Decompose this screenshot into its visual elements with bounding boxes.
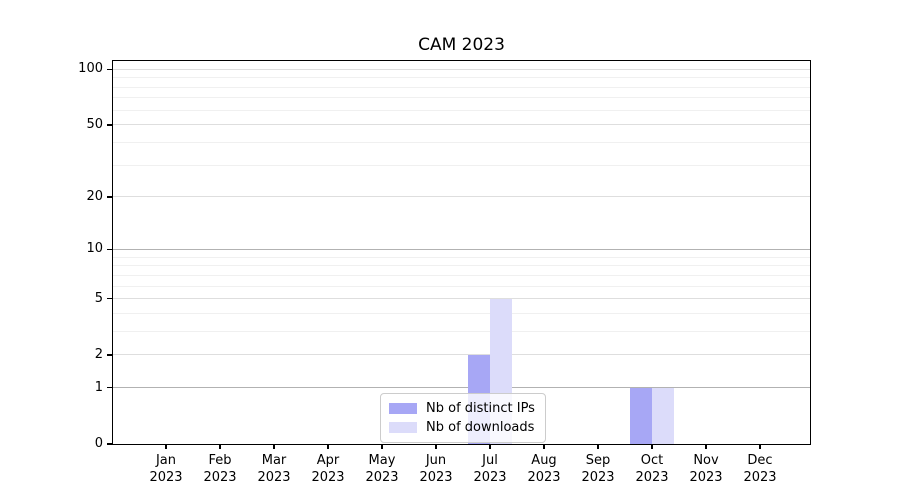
x-tick-month: Apr: [316, 453, 340, 468]
x-tick-month: Jun: [425, 453, 447, 468]
x-tick-label: Feb 2023: [188, 452, 252, 486]
x-tick-mark: [219, 444, 221, 449]
x-tick-label: Nov 2023: [674, 452, 738, 486]
x-tick-year: 2023: [635, 470, 669, 485]
y-tick-mark: [107, 443, 113, 445]
x-tick-month: Feb: [208, 453, 232, 468]
x-tick-month: Dec: [747, 453, 773, 468]
x-tick-mark: [759, 444, 761, 449]
x-tick-label: Apr 2023: [296, 452, 360, 486]
x-tick-year: 2023: [311, 470, 345, 485]
x-tick-year: 2023: [203, 470, 237, 485]
minor-gridline: [113, 256, 810, 258]
x-tick-month: Sep: [585, 453, 611, 468]
y-tick-mark: [107, 297, 113, 300]
x-tick-mark: [543, 444, 545, 449]
legend-item: Nb of downloads: [389, 418, 535, 437]
x-tick-mark: [489, 444, 491, 449]
major-gridline: [113, 354, 810, 356]
x-tick-label: Jan 2023: [134, 452, 198, 486]
y-tick-label: 1: [94, 379, 103, 395]
minor-gridline: [113, 285, 810, 287]
x-tick-month: Mar: [261, 453, 287, 468]
y-tick-mark: [107, 68, 113, 71]
x-tick-label: Mar 2023: [242, 452, 306, 486]
minor-gridline: [113, 274, 810, 276]
x-tick-label: Oct 2023: [620, 452, 684, 486]
legend-label: Nb of distinct IPs: [426, 401, 535, 416]
y-tick-label: 20: [86, 188, 103, 204]
minor-gridline: [113, 164, 810, 166]
x-tick-label: Sep 2023: [566, 452, 630, 486]
major-gridline: [113, 387, 810, 389]
legend-swatch: [389, 422, 417, 433]
y-tick-label: 5: [94, 290, 103, 306]
x-tick-mark: [273, 444, 275, 449]
x-tick-month: Jan: [155, 453, 177, 468]
x-tick-label: Dec 2023: [728, 452, 792, 486]
minor-gridline: [113, 97, 810, 99]
minor-gridline: [113, 109, 810, 111]
legend-swatch: [389, 403, 417, 414]
x-tick-month: Oct: [640, 453, 664, 468]
x-tick-year: 2023: [581, 470, 615, 485]
x-tick-year: 2023: [473, 470, 507, 485]
x-tick-mark: [705, 444, 707, 449]
major-gridline: [113, 68, 810, 70]
y-tick-label: 0: [94, 436, 103, 451]
bar-distinct-ips-oct: [630, 387, 652, 444]
plot-area: [112, 60, 811, 445]
y-tick-label: 2: [94, 346, 103, 362]
x-tick-year: 2023: [365, 470, 399, 485]
minor-gridline: [113, 330, 810, 332]
x-tick-mark: [381, 444, 383, 449]
x-tick-year: 2023: [527, 470, 561, 485]
x-tick-year: 2023: [149, 470, 183, 485]
major-gridline: [113, 298, 810, 300]
legend-label: Nb of downloads: [426, 420, 535, 435]
x-tick-year: 2023: [419, 470, 453, 485]
minor-gridline: [113, 312, 810, 314]
y-tick-mark: [107, 196, 113, 198]
y-tick-mark: [107, 124, 113, 126]
major-gridline: [113, 124, 810, 126]
bar-downloads-oct: [652, 387, 674, 444]
x-tick-month: May: [368, 453, 396, 468]
x-tick-label: Aug 2023: [512, 452, 576, 486]
y-tick-label: 100: [78, 61, 103, 77]
legend-item: Nb of distinct IPs: [389, 399, 535, 418]
major-gridline: [113, 196, 810, 198]
y-tick-mark: [107, 386, 113, 389]
x-tick-label: May 2023: [350, 452, 414, 486]
x-tick-mark: [327, 444, 329, 449]
y-tick-label: 10: [86, 241, 103, 257]
y-tick-mark: [107, 248, 113, 251]
x-tick-label: Jul 2023: [458, 452, 522, 486]
x-tick-year: 2023: [257, 470, 291, 485]
minor-gridline: [113, 86, 810, 88]
x-tick-label: Jun 2023: [404, 452, 468, 486]
x-tick-month: Nov: [693, 453, 719, 468]
legend: Nb of distinct IPs Nb of downloads: [380, 393, 546, 443]
chart-title: CAM 2023: [418, 35, 505, 55]
x-tick-mark: [651, 444, 653, 449]
x-tick-year: 2023: [743, 470, 777, 485]
minor-gridline: [113, 142, 810, 144]
x-tick-year: 2023: [689, 470, 723, 485]
minor-gridline: [113, 265, 810, 267]
x-tick-mark: [435, 444, 437, 449]
major-gridline: [113, 248, 810, 250]
minor-gridline: [113, 77, 810, 79]
x-tick-mark: [597, 444, 599, 449]
x-tick-month: Jul: [482, 453, 498, 468]
x-tick-month: Aug: [531, 453, 557, 468]
y-tick-mark: [107, 354, 113, 356]
y-tick-label: 50: [86, 116, 103, 132]
x-tick-mark: [165, 444, 167, 449]
